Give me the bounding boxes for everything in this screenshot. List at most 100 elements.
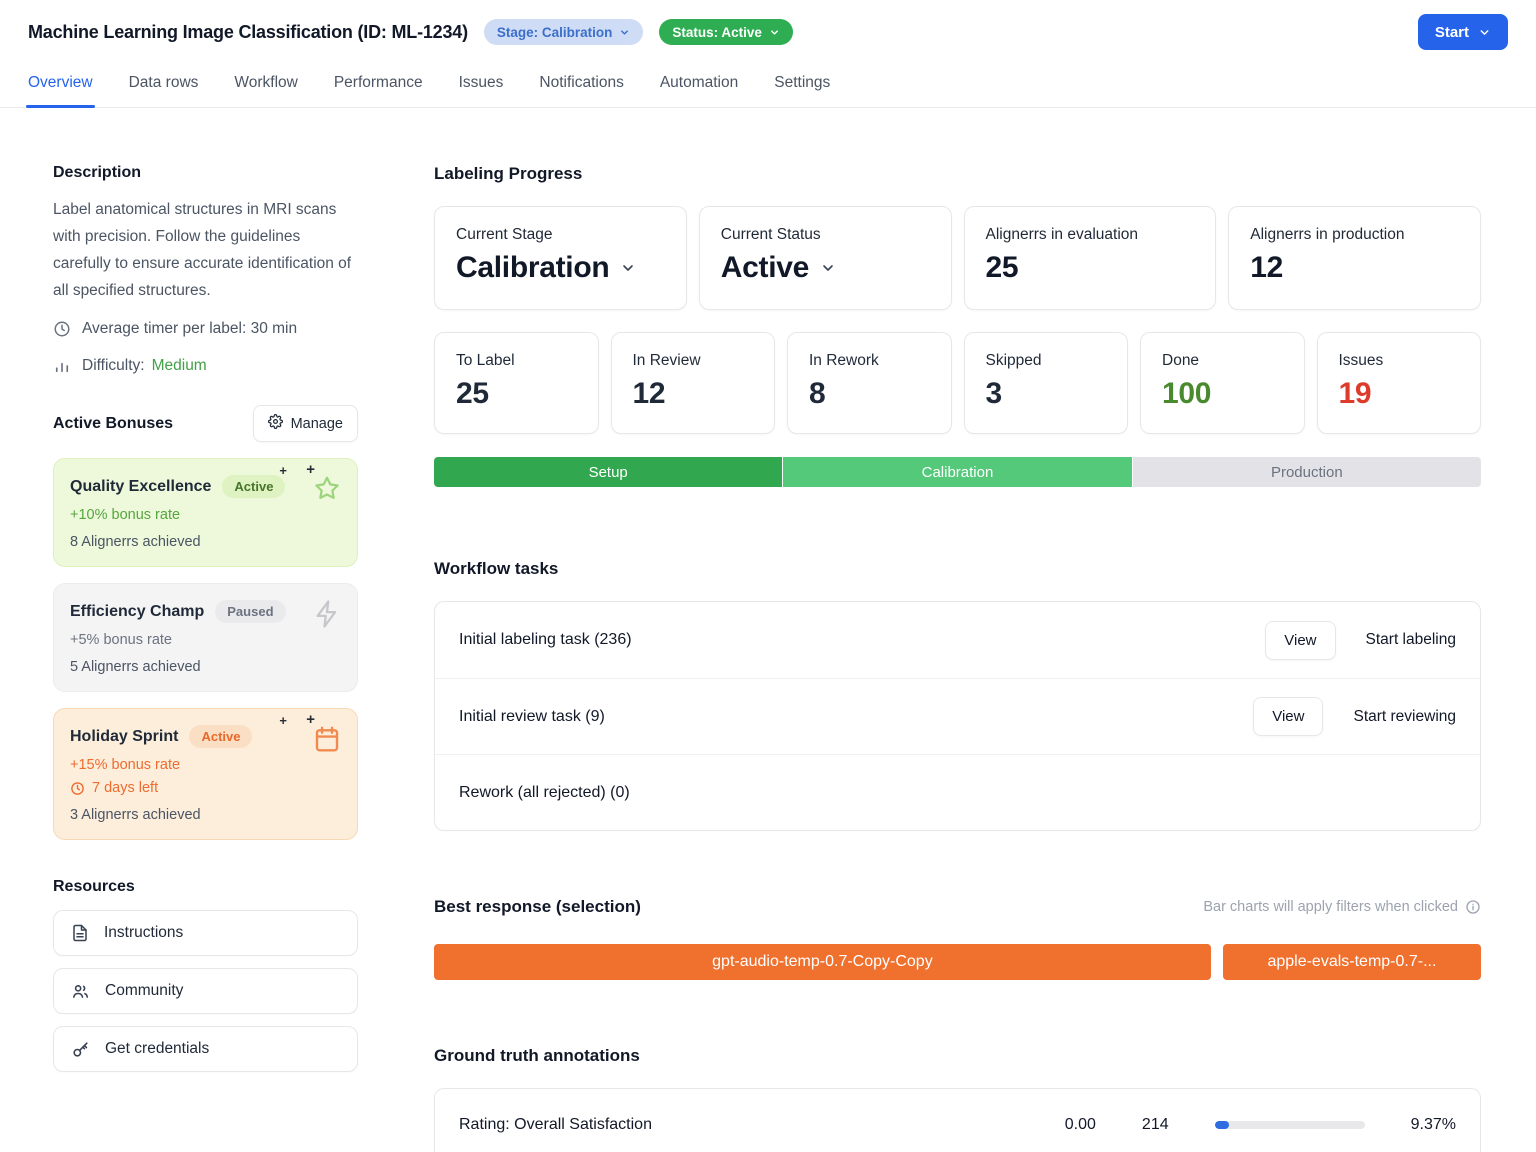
star-icon: [312, 474, 342, 504]
bonus-achieved: 3 Alignerrs achieved: [70, 807, 201, 823]
stat-label: Issues: [1338, 352, 1384, 369]
info-icon[interactable]: [1465, 899, 1481, 915]
aligners-evaluation-card: Alignerrs in evaluation 25: [963, 206, 1217, 310]
chevron-down-icon[interactable]: [820, 260, 836, 276]
stat-label: Done: [1162, 352, 1200, 369]
main-panel: Labeling Progress Current Stage Calibrat…: [434, 164, 1481, 1152]
tab-settings[interactable]: Settings: [774, 74, 831, 91]
bonus-status-badge: Active: [222, 475, 286, 498]
bonus-name: Efficiency Champ: [70, 602, 205, 620]
bar-filter-note: Bar charts will apply filters when click…: [1203, 899, 1481, 915]
labeling-progress-title: Labeling Progress: [434, 164, 583, 183]
bonus-card-holiday-sprint[interactable]: + + Holiday Sprint Active +15% bonus rat…: [53, 708, 358, 840]
workflow-task-list: Initial labeling task (236) View Start l…: [434, 601, 1481, 831]
stat-card-to-label: To Label 25: [434, 332, 599, 434]
phase-segment-setup[interactable]: Setup: [434, 457, 783, 487]
bonus-status-badge: Paused: [215, 600, 286, 623]
manage-bonuses-button[interactable]: Manage: [252, 405, 358, 442]
ground-truth-row: Rating: Overall Satisfaction 0.00 214 9.…: [435, 1089, 1480, 1152]
clock-icon: [53, 320, 71, 338]
bar-apple-evals[interactable]: apple-evals-temp-0.7-...: [1222, 944, 1481, 980]
stat-value: 100: [1162, 377, 1212, 410]
community-label: Community: [105, 982, 184, 999]
avg-timer-row: Average timer per label: 30 min: [53, 320, 358, 338]
difficulty-row: Difficulty: Medium: [53, 357, 358, 375]
aligners-production-value: 12: [1250, 251, 1284, 284]
bonus-rate: +5% bonus rate: [70, 632, 172, 648]
page-header: Machine Learning Image Classification (I…: [0, 0, 1536, 50]
stage-progress-bar: Setup Calibration Production: [434, 457, 1481, 487]
best-response-bar-chart: gpt-audio-temp-0.7-Copy-Copy apple-evals…: [434, 944, 1481, 980]
aligners-evaluation-value: 25: [985, 251, 1019, 284]
difficulty-label: Difficulty:: [82, 357, 145, 374]
stat-card-done: Done 100: [1140, 332, 1305, 434]
rating-count: 214: [1141, 1116, 1169, 1133]
stage-pill-label: Stage: Calibration: [496, 24, 613, 40]
chevron-down-icon: [769, 27, 780, 38]
phase-segment-calibration[interactable]: Calibration: [783, 457, 1132, 487]
lightning-icon: [312, 599, 342, 629]
key-icon: [71, 1040, 90, 1059]
stat-value: 3: [985, 377, 1003, 410]
view-button[interactable]: View: [1265, 620, 1336, 660]
task-row-initial-review: Initial review task (9) View Start revie…: [435, 678, 1480, 754]
stat-value: 19: [1338, 377, 1372, 410]
chevron-down-icon: [619, 27, 630, 38]
get-credentials-label: Get credentials: [105, 1040, 210, 1057]
stage-pill[interactable]: Stage: Calibration: [483, 19, 644, 45]
rating-progress-fill: [1214, 1121, 1229, 1129]
ground-truth-card: Rating: Overall Satisfaction 0.00 214 9.…: [434, 1088, 1481, 1152]
page-title: Machine Learning Image Classification (I…: [28, 21, 468, 42]
task-label: Initial labeling task (236): [459, 631, 632, 648]
stat-card-in-review: In Review 12: [610, 332, 775, 434]
bonus-name: Quality Excellence: [70, 477, 212, 495]
bar-gpt-audio[interactable]: gpt-audio-temp-0.7-Copy-Copy: [434, 944, 1211, 980]
instructions-label: Instructions: [104, 924, 184, 941]
instructions-button[interactable]: Instructions: [53, 910, 358, 956]
bonus-rate: +10% bonus rate: [70, 507, 181, 523]
bonus-card-quality-excellence[interactable]: + + Quality Excellence Active +10% bonus…: [53, 458, 358, 567]
view-button[interactable]: View: [1253, 697, 1324, 736]
status-pill[interactable]: Status: Active: [659, 19, 793, 45]
start-button-label: Start: [1434, 23, 1469, 41]
current-stage-value: Calibration: [456, 251, 610, 284]
tab-performance[interactable]: Performance: [333, 74, 423, 91]
aligners-evaluation-label: Alignerrs in evaluation: [985, 226, 1139, 243]
tab-notifications[interactable]: Notifications: [539, 74, 624, 91]
sparkle-icon: +: [306, 461, 315, 478]
tab-issues[interactable]: Issues: [458, 74, 504, 91]
people-icon: [71, 982, 90, 1001]
tab-overview[interactable]: Overview: [26, 74, 95, 108]
rating-progress-bar[interactable]: [1214, 1121, 1365, 1129]
aligners-production-label: Alignerrs in production: [1250, 226, 1405, 243]
stat-value: 8: [809, 377, 826, 410]
get-credentials-button[interactable]: Get credentials: [53, 1026, 358, 1072]
best-response-title: Best response (selection): [434, 897, 641, 916]
rating-label: Rating: Overall Satisfaction: [459, 1116, 652, 1133]
bar-chart-icon: [53, 357, 71, 375]
bonus-card-efficiency-champ[interactable]: Efficiency Champ Paused +5% bonus rate 5…: [53, 583, 358, 692]
tab-workflow[interactable]: Workflow: [234, 74, 298, 91]
stat-value: 25: [456, 377, 489, 410]
start-button[interactable]: Start: [1417, 14, 1508, 50]
stat-card-skipped: Skipped 3: [963, 332, 1128, 434]
bonus-rate: +15% bonus rate: [70, 757, 181, 773]
bonus-achieved: 5 Alignerrs achieved: [70, 659, 201, 675]
tab-data-rows[interactable]: Data rows: [128, 74, 199, 91]
stat-label: Skipped: [985, 352, 1042, 369]
chevron-down-icon: [1478, 26, 1491, 39]
start-reviewing-link[interactable]: Start reviewing: [1353, 707, 1456, 725]
sparkle-icon: +: [306, 711, 315, 728]
bonus-status-badge: Active: [189, 725, 253, 748]
tab-automation[interactable]: Automation: [659, 74, 739, 91]
chevron-down-icon[interactable]: [620, 260, 636, 276]
community-button[interactable]: Community: [53, 968, 358, 1014]
bonus-name: Holiday Sprint: [70, 727, 179, 745]
rating-min-value: 0.00: [1064, 1116, 1096, 1133]
start-labeling-link[interactable]: Start labeling: [1365, 631, 1456, 648]
bonus-days-left: 7 days left: [92, 780, 159, 796]
ground-truth-title: Ground truth annotations: [434, 1046, 640, 1065]
gear-icon: [267, 414, 283, 433]
phase-segment-production[interactable]: Production: [1132, 457, 1481, 487]
sparkle-icon: +: [279, 713, 287, 728]
